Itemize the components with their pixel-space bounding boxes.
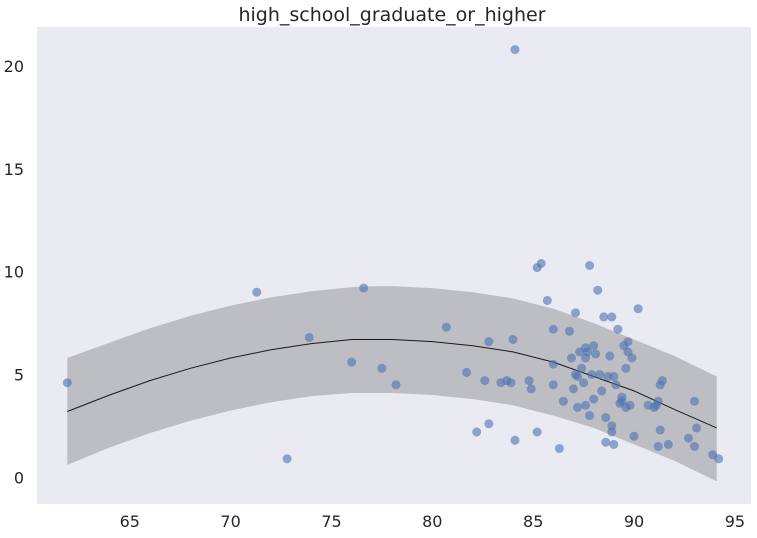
y-tick-label: 15 [4, 160, 24, 179]
scatter-point [347, 357, 357, 367]
scatter-point [510, 45, 520, 55]
scatter-point [532, 427, 542, 437]
scatter-point [692, 423, 701, 433]
scatter-point [441, 322, 451, 332]
scatter-point [714, 454, 724, 464]
x-tick-label: 70 [220, 512, 240, 531]
scatter-point [581, 400, 591, 410]
scatter-point [607, 312, 617, 322]
scatter-point [623, 337, 633, 347]
scatter-point [593, 285, 603, 295]
scatter-point [359, 283, 369, 293]
x-tick-label: 75 [321, 512, 341, 531]
scatter-point [304, 333, 314, 342]
scatter-point [609, 372, 619, 381]
scatter-point [613, 324, 623, 334]
x-tick-label: 65 [120, 512, 140, 531]
scatter-point [589, 341, 599, 351]
scatter-point [536, 258, 546, 268]
scatter-point [252, 287, 262, 297]
x-tick-label: 80 [422, 512, 442, 531]
x-tick-label: 95 [725, 512, 745, 531]
scatter-point [663, 439, 673, 449]
scatter-point [627, 353, 637, 363]
scatter-point [609, 439, 619, 449]
scatter-point [573, 402, 582, 412]
scatter-point [542, 296, 552, 305]
scatter-point [621, 363, 631, 373]
scatter-point [377, 363, 387, 373]
scatter-point [573, 372, 582, 381]
scatter-point [629, 431, 639, 441]
y-tick-label: 0 [14, 468, 24, 487]
scatter-point [587, 370, 597, 379]
scatter-point [569, 384, 578, 394]
scatter-point [472, 427, 482, 437]
scatter-point [462, 367, 472, 377]
scatter-point [579, 378, 589, 388]
scatter-point [605, 351, 615, 361]
scatter-point [526, 384, 536, 394]
scatter-point [548, 380, 558, 390]
x-tick-label: 90 [624, 512, 644, 531]
scatter-point [601, 413, 611, 423]
scatter-point [585, 261, 595, 270]
scatter-point [625, 400, 635, 410]
scatter-point [684, 433, 693, 443]
x-axis-ticks: 65 70 75 80 85 90 95 [120, 512, 745, 531]
scatter-point [653, 441, 663, 451]
scatter-point [480, 376, 490, 386]
scatter-point [595, 370, 605, 379]
scatter-point [484, 337, 494, 347]
scatter-point [554, 444, 564, 453]
scatter-points-layer [62, 45, 724, 464]
scatter-point [571, 308, 580, 318]
y-tick-label: 5 [14, 366, 24, 385]
scatter-point [548, 359, 558, 369]
scatter-point [601, 437, 611, 447]
scatter-point [597, 386, 607, 396]
scatter-point [577, 363, 587, 373]
scatter-point [282, 454, 292, 464]
scatter-point [567, 353, 576, 363]
scatter-point [589, 394, 599, 404]
chart-title: high_school_graduate_or_higher [238, 4, 545, 26]
scatter-point [655, 425, 665, 435]
scatter-point [690, 441, 699, 451]
scatter-point [653, 396, 663, 406]
y-tick-label: 10 [4, 263, 24, 282]
scatter-point [524, 376, 534, 386]
scatter-point [565, 326, 574, 336]
scatter-point [583, 347, 593, 357]
scatter-point [611, 380, 621, 390]
scatter-point [585, 411, 595, 421]
scatter-point [690, 396, 699, 406]
scatter-point [510, 435, 520, 445]
scatter-point [508, 335, 518, 344]
scatter-point [599, 312, 609, 322]
x-tick-label: 85 [523, 512, 543, 531]
y-axis-ticks: 0 5 10 15 20 [4, 57, 24, 487]
y-tick-label: 20 [4, 57, 24, 76]
scatter-point [62, 378, 72, 388]
scatter-point [484, 419, 494, 429]
scatter-point [391, 380, 401, 390]
scatter-point [591, 349, 601, 359]
scatter-point [506, 378, 516, 388]
scatter-point [607, 427, 617, 437]
scatter-point [558, 396, 568, 406]
scatter-point [633, 304, 643, 314]
scatter-point [548, 324, 558, 334]
scatter-point [657, 376, 667, 386]
